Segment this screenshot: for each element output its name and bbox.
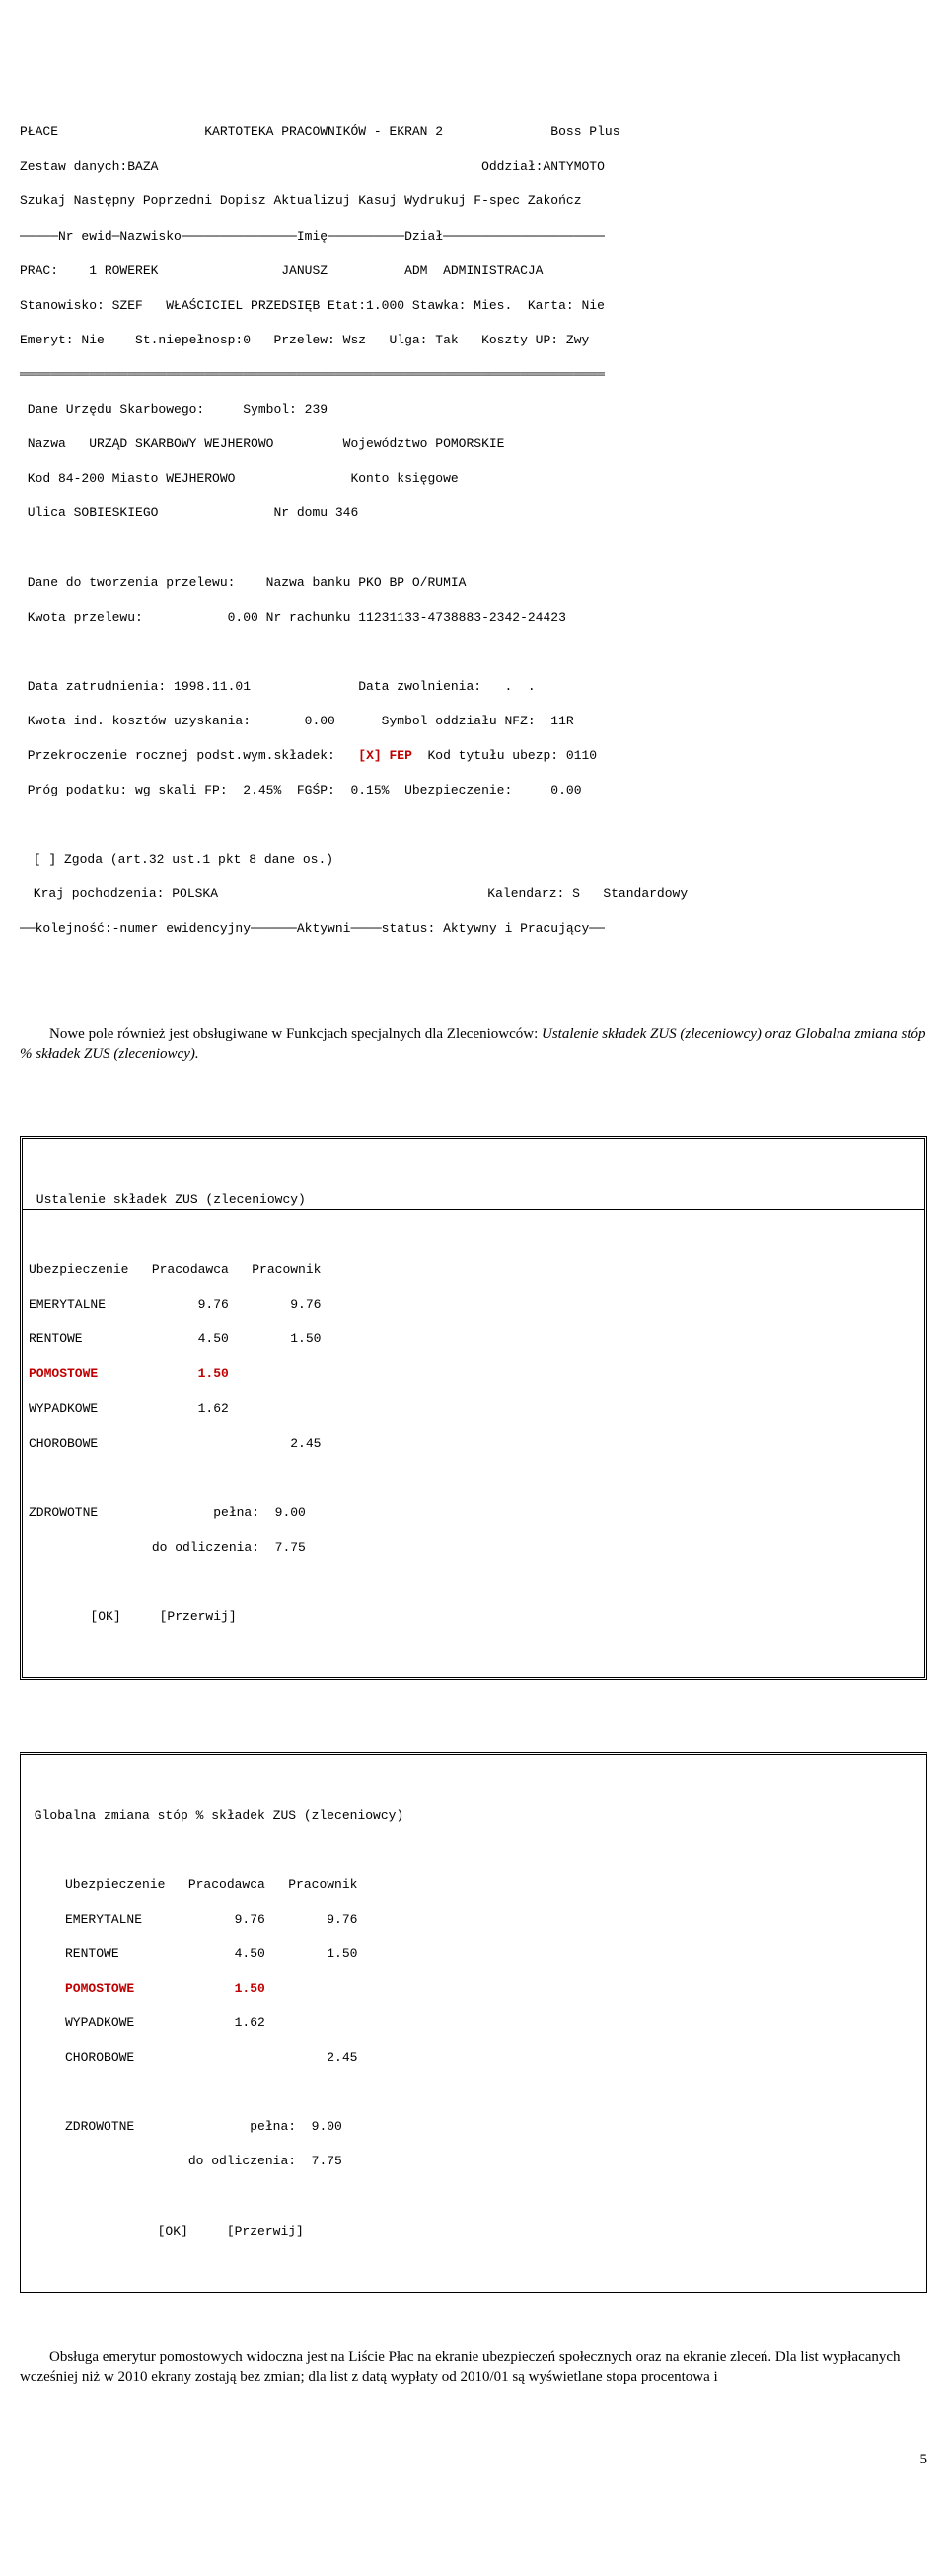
origin-country: Kraj pochodzenia: POLSKA bbox=[20, 885, 474, 903]
transfer-1: Dane do tworzenia przelewu: Nazwa banku … bbox=[20, 574, 927, 592]
table-header: Ubezpieczenie Pracodawca Pracownik bbox=[21, 1876, 926, 1894]
page-number: 5 bbox=[20, 2450, 927, 2469]
paragraph-bridge-pensions: Obsługa emerytur pomostowych widoczna je… bbox=[20, 2347, 927, 2387]
row-zdrowotne-full: ZDROWOTNE pełna: 9.00 bbox=[21, 2118, 926, 2136]
fep-checkbox[interactable]: [X] FEP bbox=[358, 748, 412, 763]
column-header: ─────Nr ewid─Nazwisko───────────────Imię… bbox=[20, 228, 927, 246]
transfer-2: Kwota przelewu: 0.00 Nr rachunku 1123113… bbox=[20, 609, 927, 627]
menu-line[interactable]: Szukaj Następny Poprzedni Dopisz Aktuali… bbox=[20, 192, 927, 210]
zus-global-change-dialog: Globalna zmiana stóp % składek ZUS (zlec… bbox=[20, 1752, 927, 2293]
employee-card-screen-2: PŁACE KARTOTEKA PRACOWNIKÓW - EKRAN 2 Bo… bbox=[20, 107, 927, 955]
row-chorobowe: CHOROBOWE 2.45 bbox=[21, 2049, 926, 2067]
dataset-line: Zestaw danych:BAZA Oddział:ANTYMOTO bbox=[20, 158, 927, 176]
fep-line: Przekroczenie rocznej podst.wym.składek:… bbox=[20, 747, 927, 765]
dialog-title: Ustalenie składek ZUS (zleceniowcy) bbox=[23, 1191, 924, 1210]
consent-row: [ ] Zgoda (art.32 ust.1 pkt 8 dane os.) bbox=[20, 851, 927, 869]
row-pomostowe: POMOSTOWE 1.50 bbox=[23, 1365, 924, 1383]
consent-checkbox[interactable]: [ ] Zgoda (art.32 ust.1 pkt 8 dane os.) bbox=[20, 851, 474, 869]
tax-office-3: Kod 84-200 Miasto WEJHEROWO Konto księgo… bbox=[20, 470, 927, 488]
row-rentowe: RENTOWE 4.50 1.50 bbox=[21, 1945, 926, 1963]
zus-rates-dialog: Ustalenie składek ZUS (zleceniowcy) Ubez… bbox=[20, 1136, 927, 1680]
table-header: Ubezpieczenie Pracodawca Pracownik bbox=[23, 1261, 924, 1279]
row-pomostowe: POMOSTOWE 1.50 bbox=[21, 1980, 926, 1998]
row-chorobowe: CHOROBOWE 2.45 bbox=[23, 1435, 924, 1453]
employment-dates: Data zatrudnienia: 1998.11.01 Data zwoln… bbox=[20, 678, 927, 696]
title-line: PŁACE KARTOTEKA PRACOWNIKÓW - EKRAN 2 Bo… bbox=[20, 123, 927, 141]
paragraph-special-functions: Nowe pole również jest obsługiwane w Fun… bbox=[20, 1024, 927, 1065]
status-line: Emeryt: Nie St.niepełnosp:0 Przelew: Wsz… bbox=[20, 332, 927, 349]
dialog-buttons[interactable]: [OK] [Przerwij] bbox=[21, 2223, 926, 2240]
tax-office-4: Ulica SOBIESKIEGO Nr domu 346 bbox=[20, 504, 927, 522]
footer-status: ──kolejność:-numer ewidencyjny──────Akty… bbox=[20, 920, 927, 938]
row-zdrowotne-full: ZDROWOTNE pełna: 9.00 bbox=[23, 1504, 924, 1522]
row-rentowe: RENTOWE 4.50 1.50 bbox=[23, 1330, 924, 1348]
calendar-type: Kalendarz: S Standardowy bbox=[474, 885, 928, 903]
tax-office-2: Nazwa URZĄD SKARBOWY WEJHEROWO Województ… bbox=[20, 435, 927, 453]
tax-office-1: Dane Urzędu Skarbowego: Symbol: 239 bbox=[20, 401, 927, 418]
position-line: Stanowisko: SZEF WŁAŚCICIEL PRZEDSIĘB Et… bbox=[20, 297, 927, 315]
row-wypadkowe: WYPADKOWE 1.62 bbox=[23, 1401, 924, 1418]
tax-threshold: Próg podatku: wg skali FP: 2.45% FGŚP: 0… bbox=[20, 782, 927, 799]
row-zdrowotne-deduct: do odliczenia: 7.75 bbox=[21, 2153, 926, 2170]
dialog-title: Globalna zmiana stóp % składek ZUS (zlec… bbox=[21, 1807, 926, 1825]
dialog-buttons[interactable]: [OK] [Przerwij] bbox=[23, 1608, 924, 1626]
divider-double: ════════════════════════════════════════… bbox=[20, 366, 927, 384]
origin-calendar-row: Kraj pochodzenia: POLSKA Kalendarz: S St… bbox=[20, 885, 927, 903]
costs-line: Kwota ind. kosztów uzyskania: 0.00 Symbo… bbox=[20, 713, 927, 730]
employee-row: PRAC: 1 ROWEREK JANUSZ ADM ADMINISTRACJA bbox=[20, 263, 927, 280]
row-emerytalne: EMERYTALNE 9.76 9.76 bbox=[21, 1911, 926, 1929]
row-emerytalne: EMERYTALNE 9.76 9.76 bbox=[23, 1296, 924, 1314]
row-wypadkowe: WYPADKOWE 1.62 bbox=[21, 2014, 926, 2032]
row-zdrowotne-deduct: do odliczenia: 7.75 bbox=[23, 1539, 924, 1556]
